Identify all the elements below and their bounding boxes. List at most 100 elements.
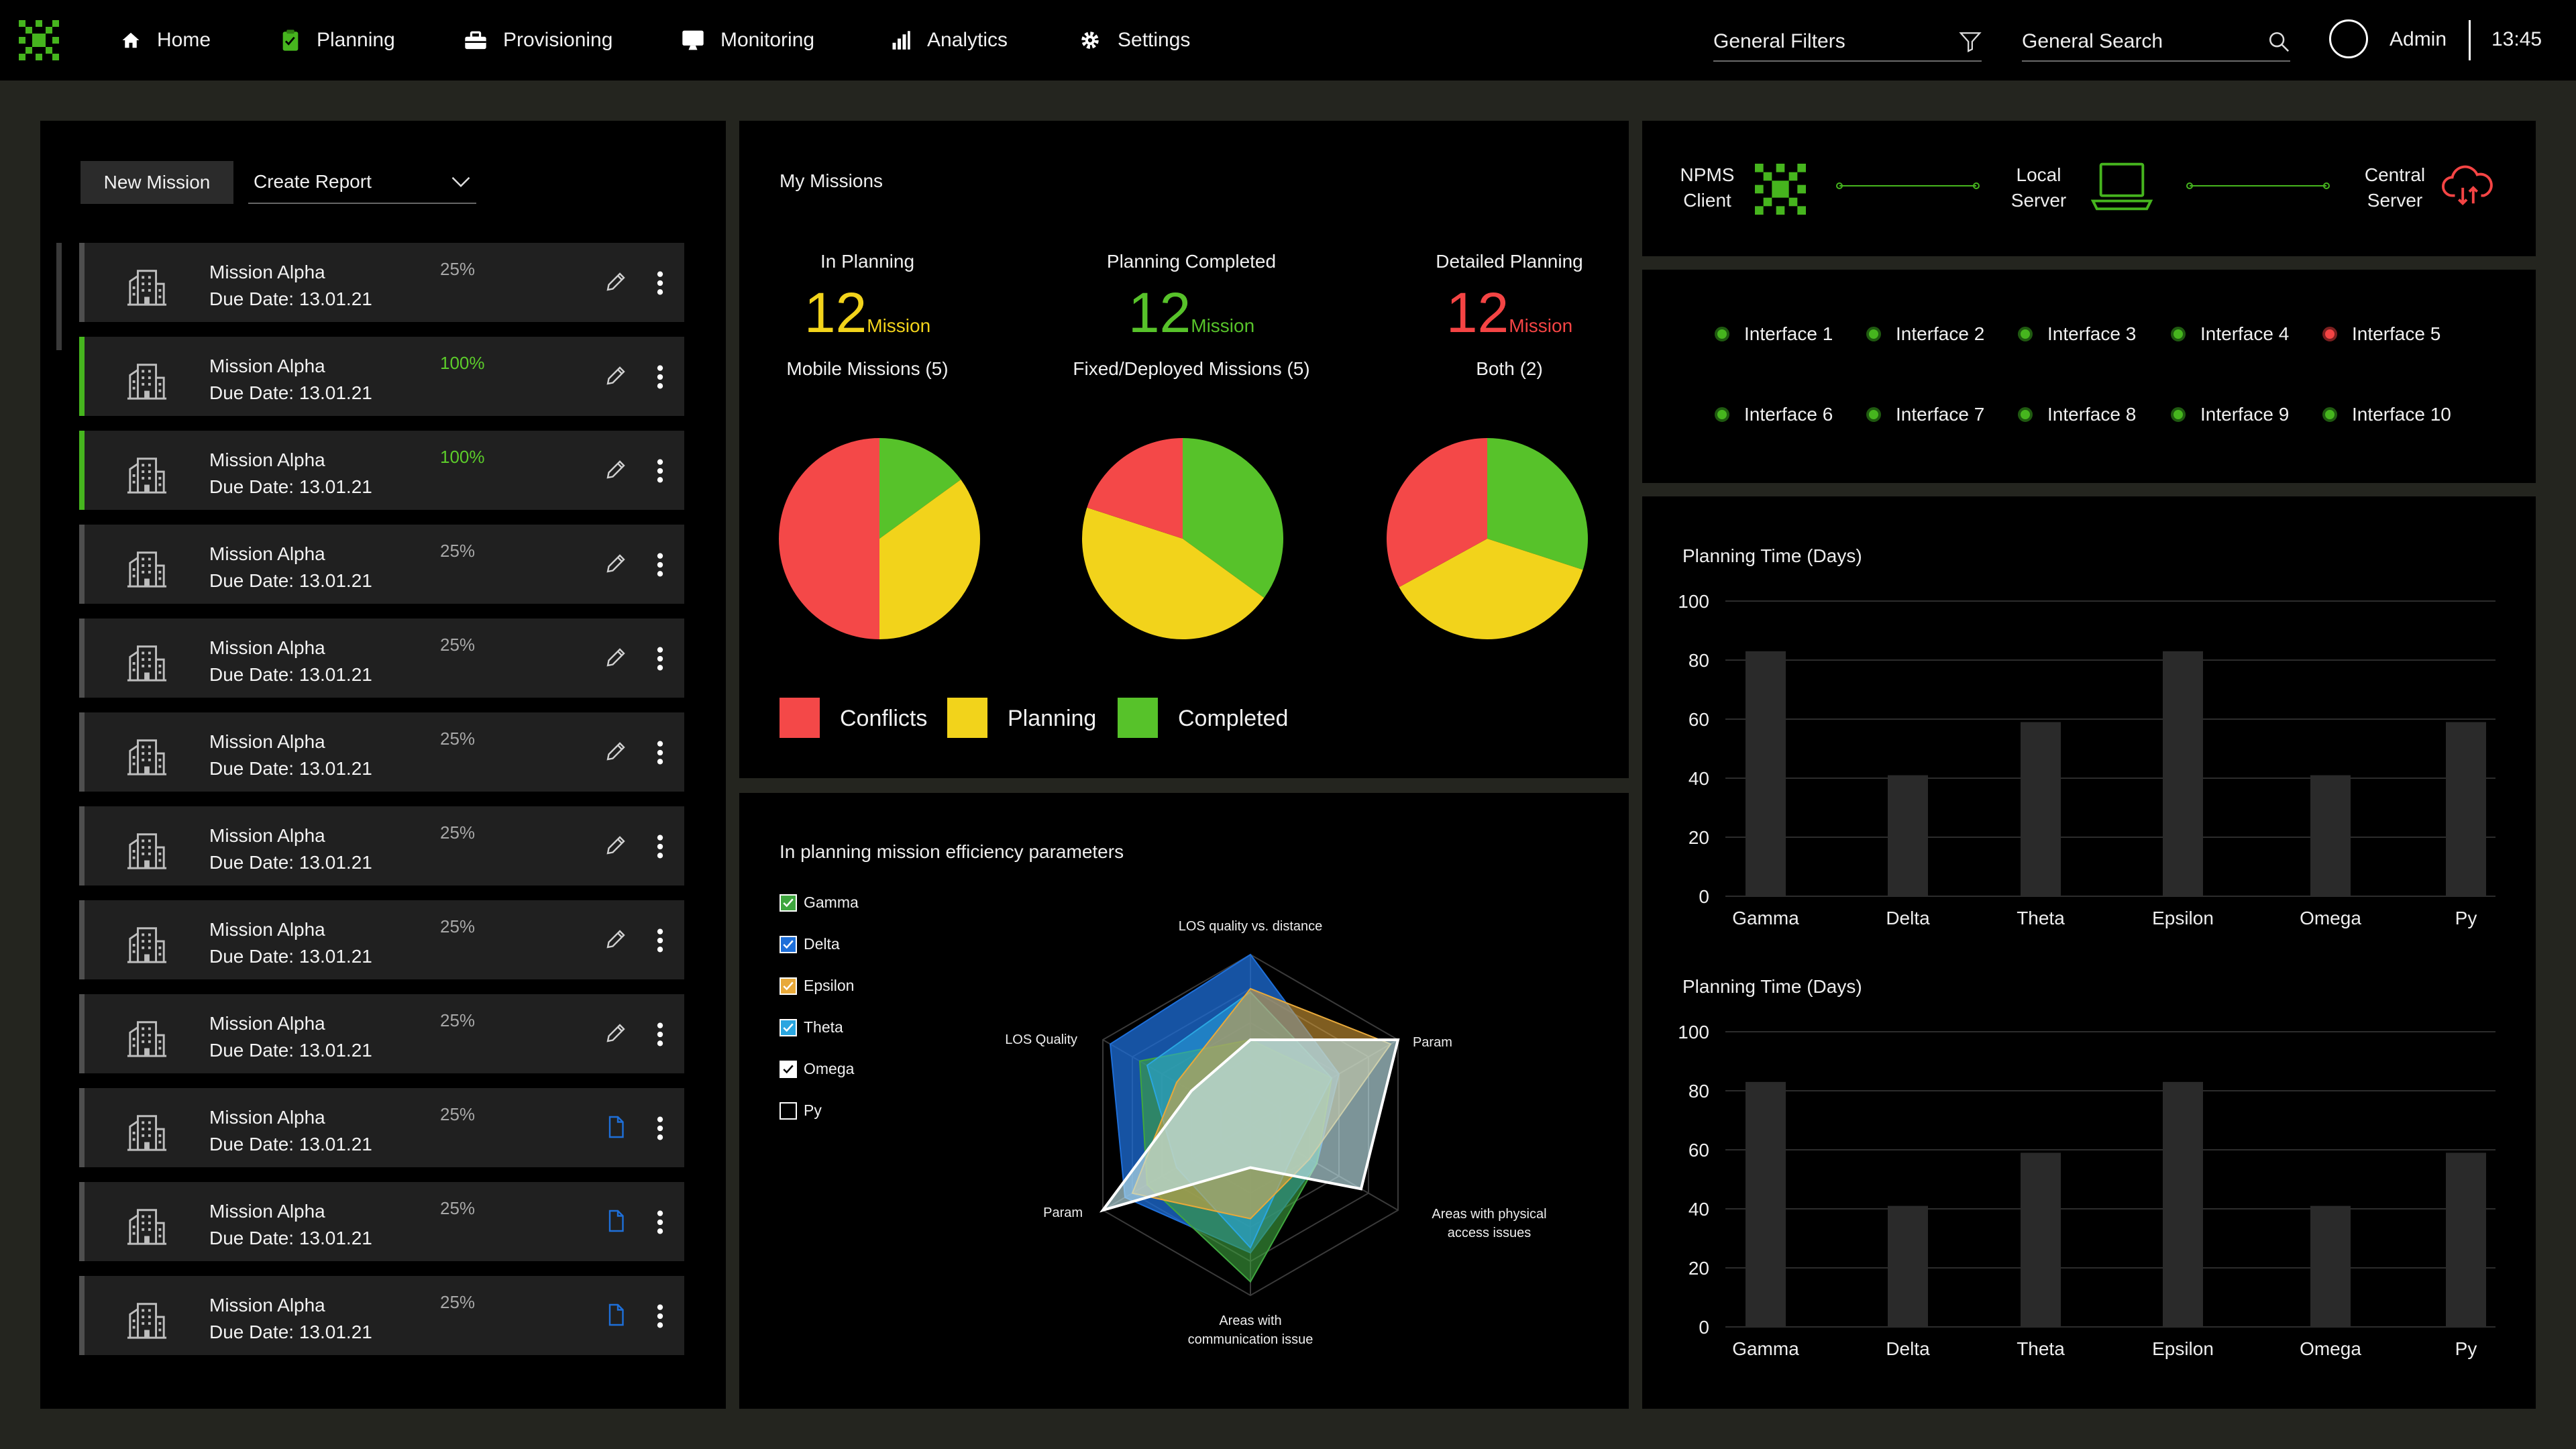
interface-status-item[interactable]: Interface 8 xyxy=(2018,404,2136,425)
document-icon[interactable] xyxy=(604,1303,628,1327)
interface-label: Interface 5 xyxy=(2352,323,2441,344)
edit-icon[interactable] xyxy=(604,1021,628,1045)
nav-home[interactable]: Home xyxy=(121,0,211,80)
create-report-dropdown[interactable]: Create Report xyxy=(248,161,476,204)
search-icon[interactable] xyxy=(2267,30,2290,53)
bar-gamma[interactable] xyxy=(1746,651,1786,896)
missions-scrollbar[interactable] xyxy=(56,243,62,350)
mission-progress: 100% xyxy=(440,447,485,467)
edit-icon[interactable] xyxy=(604,551,628,576)
bar-omega[interactable] xyxy=(2310,775,2351,896)
document-icon[interactable] xyxy=(604,1115,628,1139)
bar-theta[interactable] xyxy=(2021,722,2061,896)
bar-py[interactable] xyxy=(2446,722,2486,896)
more-menu-icon[interactable] xyxy=(655,1115,665,1142)
more-menu-icon[interactable] xyxy=(655,458,665,484)
edit-icon[interactable] xyxy=(604,739,628,763)
avatar[interactable] xyxy=(2329,19,2368,58)
edit-icon[interactable] xyxy=(604,364,628,388)
nav-planning[interactable]: Planning xyxy=(280,0,395,80)
edit-icon[interactable] xyxy=(604,645,628,669)
interface-status-item[interactable]: Interface 1 xyxy=(1715,323,1833,345)
more-menu-icon[interactable] xyxy=(655,1209,665,1236)
pie-slice-completed[interactable] xyxy=(1487,438,1588,570)
pie-slice-planning[interactable] xyxy=(879,479,980,639)
pie-slice-conflicts[interactable] xyxy=(1087,438,1183,539)
mission-due-date: Due Date: 13.01.21 xyxy=(209,382,372,403)
app-logo-icon[interactable] xyxy=(19,20,59,60)
more-menu-icon[interactable] xyxy=(655,1303,665,1330)
pie-slice-completed[interactable] xyxy=(1183,438,1283,598)
general-search-field[interactable]: General Search xyxy=(2022,23,2290,62)
mission-row[interactable]: Mission Alpha Due Date: 13.01.21 25% xyxy=(79,243,684,322)
mission-row[interactable]: Mission Alpha Due Date: 13.01.21 25% xyxy=(79,1276,684,1355)
more-menu-icon[interactable] xyxy=(655,551,665,578)
more-menu-icon[interactable] xyxy=(655,645,665,672)
bar-delta[interactable] xyxy=(1888,1205,1928,1327)
series-label: Delta xyxy=(804,935,840,953)
pie-slice-conflicts[interactable] xyxy=(779,438,879,639)
status-dot-icon xyxy=(2171,407,2186,422)
series-checkbox[interactable]: Theta xyxy=(780,1018,843,1036)
mission-row[interactable]: Mission Alpha Due Date: 13.01.21 25% xyxy=(79,994,684,1073)
bar-py[interactable] xyxy=(2446,1152,2486,1327)
mission-row[interactable]: Mission Alpha Due Date: 13.01.21 25% xyxy=(79,1182,684,1261)
pie-slice-planning[interactable] xyxy=(1399,539,1583,639)
bar-epsilon[interactable] xyxy=(2163,1081,2203,1327)
nav-settings[interactable]: Settings xyxy=(1079,0,1190,80)
mission-row[interactable]: Mission Alpha Due Date: 13.01.21 25% xyxy=(79,619,684,698)
more-menu-icon[interactable] xyxy=(655,833,665,860)
user-name[interactable]: Admin xyxy=(2390,28,2447,50)
more-menu-icon[interactable] xyxy=(655,1021,665,1048)
mission-row[interactable]: Mission Alpha Due Date: 13.01.21 25% xyxy=(79,712,684,792)
more-menu-icon[interactable] xyxy=(655,739,665,766)
bar-theta[interactable] xyxy=(2021,1152,2061,1327)
document-icon[interactable] xyxy=(604,1209,628,1233)
bar-gamma[interactable] xyxy=(1746,1081,1786,1327)
legend-swatch-planning xyxy=(947,698,987,738)
interface-status-item[interactable]: Interface 3 xyxy=(2018,323,2136,345)
more-menu-icon[interactable] xyxy=(655,364,665,390)
interface-status-item[interactable]: Interface 5 xyxy=(2322,323,2440,345)
mission-row[interactable]: Mission Alpha Due Date: 13.01.21 25% xyxy=(79,806,684,885)
series-checkbox[interactable]: Delta xyxy=(780,935,840,953)
nav-provisioning[interactable]: Provisioning xyxy=(464,0,612,80)
nav-monitoring[interactable]: Monitoring xyxy=(682,0,814,80)
mission-due-date: Due Date: 13.01.21 xyxy=(209,664,372,685)
bar-delta[interactable] xyxy=(1888,775,1928,896)
pie-slice-completed[interactable] xyxy=(879,438,961,539)
interface-status-item[interactable]: Interface 7 xyxy=(1866,404,1984,425)
mission-row[interactable]: Mission Alpha Due Date: 13.01.21 25% xyxy=(79,900,684,979)
series-checkbox[interactable]: Epsilon xyxy=(780,977,854,995)
checkbox-checked-icon xyxy=(780,935,797,953)
series-checkbox[interactable]: Omega xyxy=(780,1060,854,1078)
more-menu-icon[interactable] xyxy=(655,927,665,954)
mission-name: Mission Alpha xyxy=(209,1201,325,1222)
radar-series-omega[interactable] xyxy=(1099,1038,1400,1213)
pie-slice-conflicts[interactable] xyxy=(1387,438,1487,588)
edit-icon[interactable] xyxy=(604,833,628,857)
bar-epsilon[interactable] xyxy=(2163,651,2203,896)
interface-status-item[interactable]: Interface 2 xyxy=(1866,323,1984,345)
more-menu-icon[interactable] xyxy=(655,270,665,297)
bar-omega[interactable] xyxy=(2310,1205,2351,1327)
filter-icon[interactable] xyxy=(1959,30,1982,53)
general-filters-field[interactable]: General Filters xyxy=(1713,23,1982,62)
interface-status-item[interactable]: Interface 6 xyxy=(1715,404,1833,425)
interface-status-item[interactable]: Interface 4 xyxy=(2171,323,2289,345)
edit-icon[interactable] xyxy=(604,458,628,482)
interface-status-item[interactable]: Interface 9 xyxy=(2171,404,2289,425)
y-tick-label: 100 xyxy=(1678,591,1709,612)
nav-analytics[interactable]: Analytics xyxy=(891,0,1008,80)
interface-status-item[interactable]: Interface 10 xyxy=(2322,404,2451,425)
mission-row[interactable]: Mission Alpha Due Date: 13.01.21 100% xyxy=(79,337,684,416)
mission-row[interactable]: Mission Alpha Due Date: 13.01.21 100% xyxy=(79,431,684,510)
series-checkbox[interactable]: Py xyxy=(780,1102,822,1120)
new-mission-button[interactable]: New Mission xyxy=(80,161,233,204)
pie-slice-planning[interactable] xyxy=(1082,507,1265,639)
series-checkbox[interactable]: Gamma xyxy=(780,894,859,912)
edit-icon[interactable] xyxy=(604,270,628,294)
mission-row[interactable]: Mission Alpha Due Date: 13.01.21 25% xyxy=(79,525,684,604)
edit-icon[interactable] xyxy=(604,927,628,951)
mission-row[interactable]: Mission Alpha Due Date: 13.01.21 25% xyxy=(79,1088,684,1167)
